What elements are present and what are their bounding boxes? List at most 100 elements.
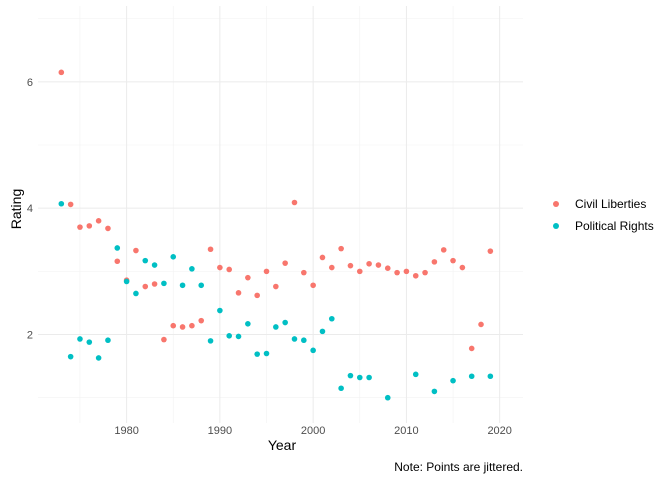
x-tick-label: 2020 (487, 425, 511, 437)
point-civil-liberties (254, 292, 260, 299)
point-civil-liberties (282, 260, 288, 266)
legend-label-political-rights: Political Rights (575, 219, 654, 233)
point-civil-liberties (394, 269, 400, 276)
point-political-rights (235, 333, 242, 340)
point-political-rights (217, 307, 223, 314)
point-political-rights (319, 328, 326, 335)
point-civil-liberties (450, 257, 456, 264)
point-political-rights (86, 339, 93, 345)
point-political-rights (245, 321, 251, 327)
point-civil-liberties (217, 264, 223, 271)
y-tick-label: 6 (27, 77, 33, 89)
point-civil-liberties (133, 247, 139, 254)
point-civil-liberties (189, 322, 195, 329)
point-civil-liberties (431, 259, 438, 265)
point-civil-liberties (366, 260, 372, 267)
point-civil-liberties (403, 268, 410, 275)
point-civil-liberties (310, 282, 316, 289)
point-political-rights (58, 200, 65, 207)
point-civil-liberties (478, 321, 484, 328)
point-civil-liberties (263, 268, 270, 275)
y-tick-label: 4 (27, 203, 33, 215)
major-gridlines (38, 6, 523, 423)
point-political-rights (114, 245, 121, 251)
point-civil-liberties (301, 269, 307, 276)
point-political-rights (189, 266, 195, 272)
point-civil-liberties (459, 264, 466, 271)
point-civil-liberties (412, 272, 419, 279)
point-civil-liberties (338, 245, 344, 252)
point-civil-liberties (487, 248, 494, 254)
point-political-rights (487, 373, 494, 380)
point-civil-liberties (114, 258, 121, 265)
point-civil-liberties (226, 266, 233, 273)
legend-key-political-rights (553, 223, 559, 229)
point-civil-liberties (151, 281, 158, 287)
point-political-rights (198, 282, 205, 289)
point-civil-liberties (95, 218, 102, 224)
point-civil-liberties (161, 336, 167, 343)
point-political-rights (226, 333, 233, 339)
point-civil-liberties (179, 324, 186, 330)
caption: Note: Points are jittered. (394, 460, 523, 474)
point-political-rights (179, 282, 186, 289)
x-tick-label: 2000 (301, 425, 325, 437)
x-tick-label: 2010 (394, 425, 418, 437)
point-political-rights (95, 355, 102, 361)
point-political-rights (67, 353, 74, 360)
point-political-rights (273, 324, 279, 330)
x-tick-label: 1990 (208, 425, 232, 437)
point-political-rights (356, 374, 363, 381)
point-civil-liberties (273, 283, 279, 290)
point-civil-liberties (170, 322, 177, 329)
point-civil-liberties (347, 262, 354, 269)
point-political-rights (384, 394, 391, 401)
point-civil-liberties (77, 224, 83, 230)
y-axis-tick-labels: 2 4 6 (27, 77, 33, 342)
point-political-rights (123, 278, 130, 285)
point-political-rights (450, 377, 456, 384)
point-political-rights (105, 337, 111, 344)
x-axis-title: Year (268, 437, 297, 453)
x-axis-tick-labels: 1980 1990 2000 2010 2020 (114, 425, 512, 437)
point-political-rights (338, 385, 344, 392)
point-political-rights (254, 351, 260, 357)
point-political-rights (310, 347, 316, 354)
x-tick-label: 1980 (114, 425, 138, 437)
point-political-rights (468, 373, 475, 380)
point-political-rights (347, 372, 354, 379)
point-civil-liberties (58, 69, 65, 76)
point-political-rights (291, 336, 298, 342)
point-political-rights (328, 315, 335, 322)
point-civil-liberties (328, 264, 335, 271)
point-civil-liberties (207, 246, 214, 253)
data-points (58, 69, 494, 401)
legend: Civil Liberties Political Rights (553, 197, 654, 233)
point-political-rights (77, 336, 83, 342)
point-civil-liberties (384, 265, 391, 272)
point-civil-liberties (440, 247, 447, 253)
point-civil-liberties (291, 199, 298, 206)
point-civil-liberties (422, 269, 428, 276)
point-civil-liberties (235, 290, 242, 296)
point-political-rights (151, 262, 158, 268)
point-political-rights (207, 338, 214, 344)
point-political-rights (412, 371, 419, 378)
point-political-rights (170, 254, 177, 260)
point-political-rights (366, 374, 372, 381)
point-civil-liberties (67, 201, 74, 208)
point-civil-liberties (105, 225, 111, 232)
point-political-rights (263, 350, 270, 357)
y-axis-title: Rating (8, 189, 24, 229)
legend-key-civil-liberties (553, 201, 559, 207)
point-political-rights (301, 337, 307, 344)
minor-gridlines (38, 6, 523, 423)
point-civil-liberties (142, 283, 149, 290)
point-political-rights (133, 290, 139, 297)
point-civil-liberties (198, 317, 205, 324)
legend-label-civil-liberties: Civil Liberties (575, 197, 646, 211)
point-civil-liberties (245, 274, 251, 281)
point-political-rights (161, 280, 167, 287)
point-civil-liberties (86, 223, 93, 229)
